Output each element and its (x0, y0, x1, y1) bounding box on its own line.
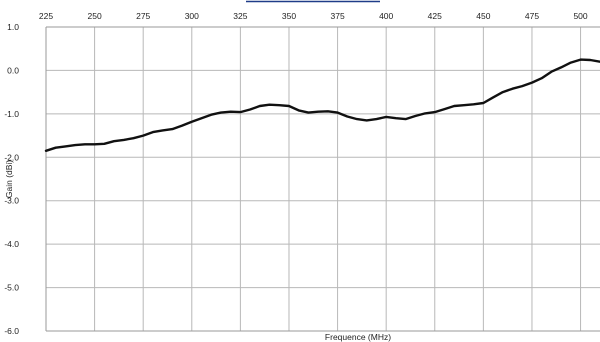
x-tick-label: 400 (379, 11, 393, 21)
x-tick-label: 300 (185, 11, 199, 21)
x-tick-label: 250 (88, 11, 102, 21)
x-tick-label: 425 (428, 11, 442, 21)
gain-series-line (44, 58, 600, 152)
y-tick-label: -6.0 (4, 326, 19, 336)
x-tick-label: 500 (573, 11, 587, 21)
grid (45, 26, 600, 332)
y-tick-label: -5.0 (4, 283, 19, 293)
x-tick-label: 450 (476, 11, 490, 21)
y-tick-label: -1.0 (4, 109, 19, 119)
y-tick-label: -2.0 (4, 152, 19, 162)
y-tick-labels: 1.0 0.0 -1.0 -2.0 -3.0 -4.0 -5.0 -6.0 (4, 22, 19, 336)
x-tick-label: 275 (136, 11, 150, 21)
y-axis-label: Gain (dBi) (4, 160, 14, 198)
x-tick-labels: 225 250 275 300 325 350 375 400 425 450 475 500 (39, 11, 588, 21)
x-tick-label: 325 (233, 11, 247, 21)
plot-frame (45, 26, 600, 332)
x-tick-label: 475 (525, 11, 539, 21)
x-tick-label: 225 (39, 11, 53, 21)
x-tick-label: 350 (282, 11, 296, 21)
y-tick-label: -3.0 (4, 196, 19, 206)
series-layer (44, 58, 600, 152)
y-tick-label: 0.0 (7, 65, 19, 75)
y-tick-label: -4.0 (4, 239, 19, 249)
x-tick-label: 375 (330, 11, 344, 21)
x-axis-label: Frequence (MHz) (325, 332, 391, 342)
y-tick-label: 1.0 (7, 22, 19, 32)
